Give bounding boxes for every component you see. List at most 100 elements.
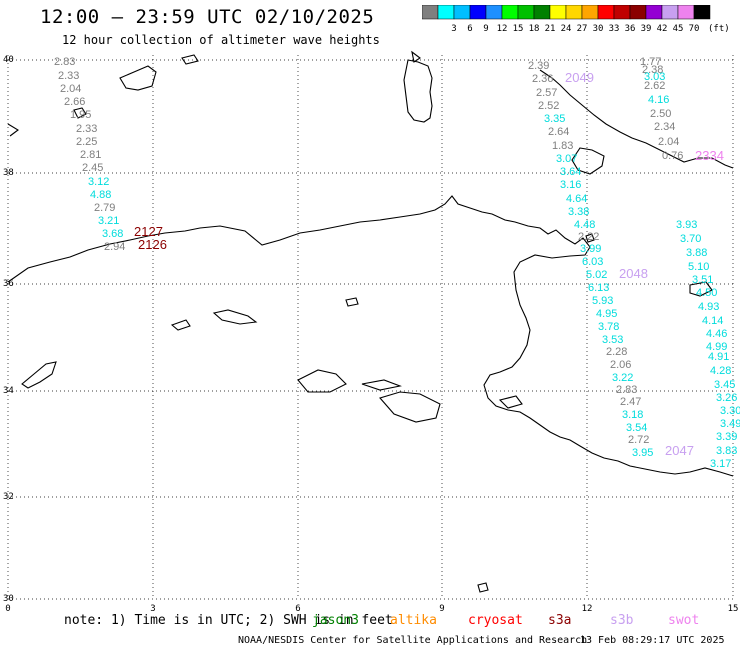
wave-height-value: 4.64 [566, 193, 587, 205]
wave-height-value: 3.99 [580, 243, 601, 255]
wave-height-value: 6.03 [582, 256, 603, 268]
wave-height-value: 3.54 [626, 422, 647, 434]
color-swatch-label: 27 [577, 24, 588, 34]
satellite-legend-cryosat: cryosat [468, 613, 523, 628]
pass-time-label: 2127 [134, 224, 163, 239]
wave-height-value: 3.93 [676, 219, 697, 231]
wave-height-value: 4.50 [696, 287, 717, 299]
wave-height-value: 3.83 [716, 445, 737, 457]
wave-height-value: 2.52 [538, 100, 559, 112]
color-swatch-label: 24 [561, 24, 572, 34]
pass-time-label: 2048 [619, 266, 648, 281]
color-swatch-label: 70 [689, 24, 700, 34]
wave-height-color-legend: 3 6 9 12 15 18 21 24 27 30 33 36 39 42 45 70 (ft) [422, 5, 730, 34]
color-swatch-label: 9 [483, 24, 488, 34]
wave-height-value: 3.39 [716, 431, 737, 443]
wave-height-value: 3.22 [612, 372, 633, 384]
wave-height-value: 3.07 [556, 153, 577, 165]
wave-height-value: 3.21 [98, 215, 119, 227]
color-swatch-label: 42 [657, 24, 668, 34]
wave-height-value: 3.17 [710, 458, 731, 470]
wave-height-value: 3.53 [602, 334, 623, 346]
malta [585, 233, 595, 243]
wave-height-value: 4.46 [706, 328, 727, 340]
wave-height-value: 4.93 [698, 301, 719, 313]
longitude-label: 6 [295, 604, 300, 614]
wave-height-value: 3.70 [680, 233, 701, 245]
wave-height-value: 2.83 [616, 384, 637, 396]
latitude-label: 38 [3, 168, 14, 178]
pass-time-label: 2047 [665, 443, 694, 458]
wave-height-value: 3.68 [102, 228, 123, 240]
satellite-legend-jason3: jason3 [312, 613, 359, 628]
color-swatch [693, 5, 711, 20]
wave-height-value: 2.25 [76, 136, 97, 148]
wave-height-value: 2.04 [60, 83, 81, 95]
wave-height-observations: 2.832.332.042.661.952.332.252.812.453.12… [54, 56, 740, 470]
wave-height-value: 2.39 [528, 60, 549, 72]
color-swatch-label: 3 [451, 24, 456, 34]
colorbar-unit: (ft) [708, 24, 730, 34]
longitude-label: 15 [728, 604, 739, 614]
wave-height-value: 4.88 [90, 189, 111, 201]
wave-height-value: 2.38 [642, 64, 663, 76]
wave-height-value: 2.72 [628, 434, 649, 446]
wave-height-value: 2.79 [94, 202, 115, 214]
wave-height-value: 2.45 [82, 162, 103, 174]
latitude-label: 34 [3, 386, 14, 396]
wave-height-value: 3.16 [560, 179, 581, 191]
wave-height-value: 2.62 [644, 80, 665, 92]
wave-height-value: 2.22 [578, 231, 599, 243]
color-swatch-label: 6 [467, 24, 472, 34]
wave-height-value: 0.76 [662, 150, 683, 162]
longitude-label: 0 [5, 604, 10, 614]
wave-height-value: 2.28 [606, 346, 627, 358]
longitude-labels: 0 3 6 9 12 15 [5, 604, 738, 614]
islet-east-2 [498, 395, 523, 409]
wave-height-value: 3.45 [714, 379, 735, 391]
footer-credit: NOAA/NESDIS Center for Satellite Applica… [238, 635, 588, 646]
footer-timestamp: 13 Feb 08:29:17 UTC 2025 [580, 635, 725, 646]
wave-height-value: 4.28 [710, 365, 731, 377]
wave-height-value: 2.33 [76, 123, 97, 135]
wave-height-value: 4.14 [702, 315, 723, 327]
sicily [571, 147, 605, 175]
color-swatch-label: 33 [609, 24, 620, 34]
wave-height-value: 2.57 [536, 87, 557, 99]
corsica-tip [411, 50, 421, 63]
wave-height-value: 4.16 [648, 94, 669, 106]
wave-height-value: 3.35 [544, 113, 565, 125]
islet-far-south [477, 582, 489, 593]
coastline [7, 50, 734, 593]
islets-central [345, 297, 359, 307]
islet-kerkennah [170, 319, 191, 331]
wave-height-value: 4.91 [708, 351, 729, 363]
italy-coast [539, 69, 734, 169]
longitude-label: 9 [439, 604, 444, 614]
islets-south [297, 369, 347, 393]
wave-height-value: 2.94 [104, 241, 125, 253]
wave-height-value: 5.93 [592, 295, 613, 307]
wave-height-value: 4.48 [574, 219, 595, 231]
satellite-legend-s3a: s3a [548, 613, 572, 628]
lat-lon-gridlines [7, 55, 734, 600]
wave-height-value: 3.51 [692, 274, 713, 286]
wave-height-value: 2.83 [54, 56, 75, 68]
latitude-label: 36 [3, 279, 14, 289]
sardinia [403, 59, 433, 123]
note-text: note: 1) Time is in UTC; 2) SWH is in fe… [64, 613, 393, 628]
color-swatch-label: 30 [593, 24, 604, 34]
wave-height-value: 5.02 [586, 269, 607, 281]
islet-djerba [212, 309, 258, 325]
pass-time-label: 2334 [695, 148, 724, 163]
satellite-legend-swot: swot [668, 613, 700, 628]
color-swatch-label: 39 [641, 24, 652, 34]
mainland-coast-north-africa [7, 195, 734, 477]
wave-height-value: 3.78 [598, 321, 619, 333]
color-swatch-label: 21 [545, 24, 556, 34]
color-swatch-label: 12 [497, 24, 508, 34]
pass-time-label: 2049 [565, 70, 594, 85]
wave-height-value: 6.13 [588, 282, 609, 294]
